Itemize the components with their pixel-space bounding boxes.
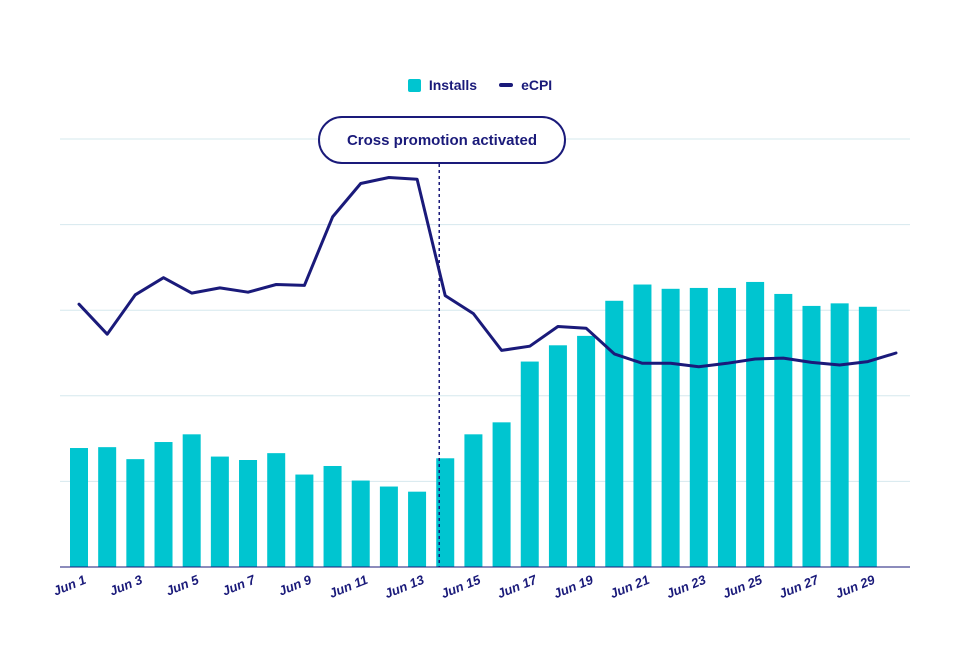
bar-installs (605, 300, 624, 567)
bar-installs (154, 442, 173, 567)
x-tick-label: Jun 11 (327, 572, 370, 601)
bar-installs (520, 361, 539, 567)
x-tick-label: Jun 13 (382, 572, 427, 602)
x-tick-label: Jun 27 (777, 572, 822, 602)
bar-installs (464, 434, 483, 567)
bar-installs (746, 281, 765, 567)
bar-installs (210, 456, 229, 567)
bar-installs (98, 447, 117, 567)
bar-installs (379, 486, 398, 567)
annotation-cross-promotion: Cross promotion activated (318, 116, 566, 164)
x-tick-label: Jun 17 (495, 572, 540, 602)
bar-installs (126, 459, 145, 567)
x-tick-label: Jun 29 (833, 572, 878, 602)
bar-installs (70, 448, 88, 567)
legend: Installs eCPI (0, 77, 960, 93)
bar-installs (323, 465, 342, 567)
bar-installs (689, 287, 708, 567)
line-ecpi (77, 176, 898, 369)
bar-installs (436, 458, 455, 567)
bar-installs (548, 345, 567, 567)
legend-label-ecpi: eCPI (521, 77, 553, 93)
bar-installs (774, 293, 793, 567)
installs-swatch (407, 78, 421, 92)
x-tick-label: Jun 15 (439, 572, 484, 602)
bar-installs (182, 434, 201, 567)
x-tick-label: Jun 21 (608, 572, 652, 601)
x-tick-label: Jun 19 (551, 572, 596, 602)
bar-installs (239, 460, 258, 567)
bar-installs (267, 453, 286, 567)
bar-installs (633, 284, 652, 567)
bar-installs (661, 288, 680, 567)
bar-installs (717, 287, 736, 567)
x-tick-label: Jun 5 (164, 572, 202, 599)
bar-installs (295, 474, 314, 567)
x-tick-label: Jun 1 (51, 572, 88, 599)
legend-label-installs: Installs (428, 77, 478, 93)
bar-installs (351, 480, 370, 567)
bar-installs (492, 422, 511, 567)
bar-installs (830, 303, 849, 567)
bar-installs (802, 305, 821, 567)
bar-installs (577, 335, 596, 567)
bar-installs (858, 306, 877, 567)
x-tick-label: Jun 23 (664, 572, 709, 602)
legend-item-installs[interactable]: Installs (407, 77, 478, 93)
legend-item-ecpi[interactable]: eCPI (499, 77, 552, 93)
x-tick-label: Jun 25 (720, 572, 765, 602)
x-tick-label: Jun 9 (276, 572, 314, 599)
x-tick-label: Jun 7 (220, 572, 258, 599)
ecpi-swatch (499, 83, 514, 87)
x-tick-label: Jun 3 (107, 572, 145, 599)
bar-installs (408, 491, 427, 567)
